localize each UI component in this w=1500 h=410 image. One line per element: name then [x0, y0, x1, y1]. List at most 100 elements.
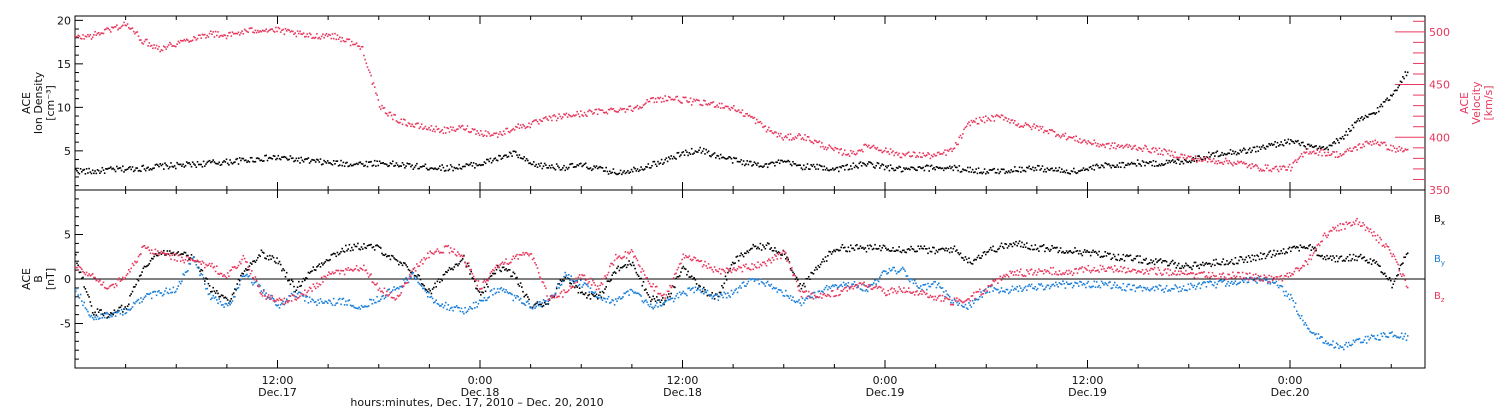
- data-point: [470, 307, 472, 310]
- data-point: [519, 297, 522, 300]
- data-point: [442, 166, 445, 169]
- data-point: [609, 302, 611, 304]
- data-point: [313, 159, 316, 162]
- data-point: [1022, 288, 1024, 291]
- data-point: [213, 265, 216, 268]
- data-point: [741, 254, 744, 256]
- data-point: [838, 249, 840, 252]
- data-point: [880, 274, 882, 277]
- data-point: [495, 268, 498, 271]
- data-point: [970, 119, 973, 122]
- data-point: [1152, 160, 1155, 162]
- data-point: [1286, 251, 1288, 254]
- data-point: [590, 291, 593, 293]
- data-point: [989, 169, 992, 171]
- data-point: [111, 284, 113, 286]
- data-point: [1185, 159, 1187, 162]
- data-point: [107, 287, 110, 290]
- data-point: [272, 30, 275, 32]
- data-point: [369, 274, 371, 277]
- data-point: [459, 126, 462, 129]
- data-point: [347, 165, 349, 168]
- data-point: [399, 121, 401, 124]
- data-point: [143, 168, 146, 170]
- data-point: [177, 40, 180, 43]
- data-point: [999, 170, 1002, 173]
- data-point: [1365, 342, 1368, 344]
- data-point: [535, 305, 537, 308]
- data-point: [317, 159, 319, 161]
- data-point: [1128, 283, 1131, 286]
- data-point: [287, 301, 289, 304]
- data-point: [840, 148, 842, 150]
- data-point: [110, 166, 112, 168]
- data-point: [1110, 258, 1112, 261]
- data-point: [882, 150, 885, 153]
- data-point: [272, 256, 275, 259]
- data-point: [138, 254, 141, 256]
- data-point: [578, 274, 581, 276]
- data-point: [1063, 135, 1065, 137]
- data-point: [502, 266, 505, 269]
- data-point: [110, 31, 112, 33]
- data-point: [1014, 166, 1016, 168]
- data-point: [474, 280, 476, 283]
- data-point: [410, 275, 412, 278]
- data-point: [827, 169, 829, 171]
- data-point: [418, 282, 421, 285]
- data-point: [510, 261, 512, 264]
- data-point: [466, 125, 469, 127]
- data-point: [210, 298, 212, 301]
- data-point: [951, 299, 953, 302]
- data-point: [454, 253, 457, 256]
- data-point: [263, 290, 265, 292]
- data-point: [523, 253, 525, 256]
- data-point: [502, 155, 505, 157]
- data-point: [380, 290, 382, 293]
- data-point: [106, 27, 108, 29]
- data-point: [1281, 143, 1284, 146]
- data-point: [694, 286, 697, 289]
- data-point: [213, 161, 216, 163]
- data-point: [1121, 289, 1123, 291]
- data-point: [674, 98, 676, 101]
- data-point: [815, 266, 817, 269]
- data-point: [273, 31, 276, 33]
- data-point: [1147, 162, 1150, 165]
- data-point: [182, 253, 184, 255]
- data-point: [927, 252, 929, 255]
- data-point: [812, 273, 815, 275]
- data-point: [89, 301, 92, 303]
- data-point: [404, 281, 406, 284]
- data-point: [359, 248, 362, 251]
- data-point: [771, 287, 774, 290]
- data-point: [476, 306, 478, 308]
- data-point: [1382, 141, 1385, 144]
- data-point: [1022, 246, 1024, 248]
- data-point: [1181, 288, 1184, 290]
- data-point: [179, 163, 182, 166]
- data-point: [1274, 282, 1276, 284]
- data-point: [628, 294, 630, 296]
- data-point: [735, 110, 738, 113]
- data-point: [688, 101, 691, 103]
- data-point: [860, 288, 863, 291]
- data-point: [312, 266, 315, 268]
- data-point: [295, 157, 298, 160]
- data-point: [1206, 156, 1209, 159]
- data-point: [1044, 250, 1046, 253]
- data-point: [572, 280, 575, 283]
- data-point: [572, 282, 575, 284]
- data-point: [372, 299, 375, 301]
- data-point: [420, 285, 423, 287]
- data-point: [1204, 158, 1206, 160]
- data-point: [214, 292, 217, 294]
- data-point: [841, 285, 844, 288]
- data-point: [122, 276, 124, 279]
- data-point: [1333, 257, 1335, 259]
- data-point: [935, 249, 938, 252]
- data-point: [543, 117, 546, 119]
- data-point: [958, 253, 961, 256]
- data-point: [314, 301, 317, 303]
